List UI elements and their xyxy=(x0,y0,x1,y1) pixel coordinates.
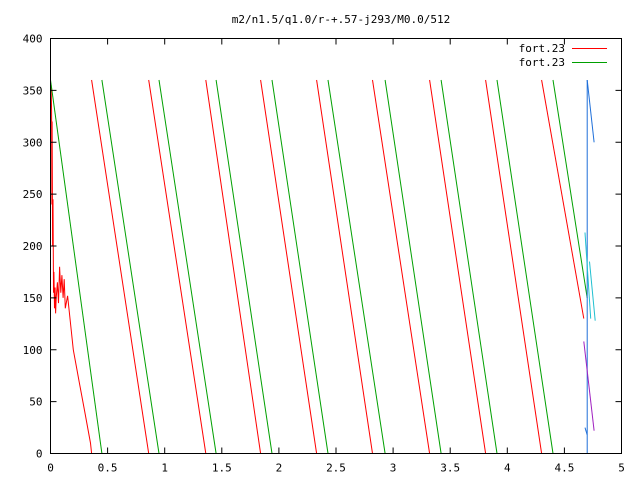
series-5 xyxy=(583,341,595,431)
x-tick-label: 0 xyxy=(47,462,54,475)
series-2-line xyxy=(158,79,217,454)
x-tick-label: 0.5 xyxy=(98,462,118,475)
series-1-line xyxy=(205,79,262,454)
series-2-line xyxy=(271,79,329,454)
series-1-line xyxy=(316,79,373,454)
x-tick-label: 5 xyxy=(618,462,625,475)
series-2-line xyxy=(50,79,103,454)
series-2-line xyxy=(440,79,498,454)
x-tick-label: 1 xyxy=(161,462,168,475)
y-tick-label: 200 xyxy=(23,240,43,253)
x-tick-label: 4 xyxy=(504,462,511,475)
legend-label-1: fort.23 xyxy=(519,42,565,55)
series-4-line xyxy=(589,261,596,321)
series-1 xyxy=(50,79,585,454)
chart-title: m2/n1.5/q1.0/r-+.57-j293/M0.0/512 xyxy=(232,13,451,26)
x-tick-label: 4.5 xyxy=(554,462,574,475)
series-2-line xyxy=(101,79,160,454)
plot-frame xyxy=(50,38,622,454)
legend: fort.23 fort.23 xyxy=(519,42,607,69)
series-5-line xyxy=(583,341,595,431)
series-1-line xyxy=(148,79,207,454)
series-1-line xyxy=(260,79,318,454)
series-2 xyxy=(50,79,588,454)
series-2-line xyxy=(215,79,273,454)
series-1-line xyxy=(50,85,93,454)
y-tick-label: 350 xyxy=(23,84,43,97)
y-tick-label: 0 xyxy=(36,448,43,461)
y-tick-label: 100 xyxy=(23,344,43,357)
y-tick-label: 250 xyxy=(23,188,43,201)
series-1-line xyxy=(372,79,431,454)
series-2-line xyxy=(496,79,554,454)
legend-label-2: fort.23 xyxy=(519,56,565,69)
series-1-line xyxy=(429,79,487,454)
series-3-line xyxy=(586,79,595,143)
x-tick-label: 2.5 xyxy=(326,462,346,475)
series-1-line xyxy=(541,79,585,319)
axis-ticks: 0 0.5 1 1.5 2 2.5 3 3.5 4 4.5 50501001502002503003… xyxy=(23,33,625,475)
series-1-line xyxy=(91,79,150,454)
series-2-line xyxy=(384,79,442,454)
y-tick-label: 50 xyxy=(29,396,42,409)
series-2-line xyxy=(552,79,588,298)
series-4 xyxy=(584,232,596,321)
series-1-line xyxy=(485,79,543,454)
x-tick-label: 3.5 xyxy=(440,462,460,475)
x-tick-label: 2 xyxy=(276,462,283,475)
series-2-line xyxy=(327,79,386,454)
y-tick-label: 300 xyxy=(23,136,43,149)
y-tick-label: 150 xyxy=(23,292,43,305)
plot-lines xyxy=(50,79,596,454)
x-tick-label: 3 xyxy=(390,462,397,475)
y-tick-label: 400 xyxy=(23,33,43,46)
series-4-line xyxy=(584,232,592,319)
x-tick-label: 1.5 xyxy=(212,462,232,475)
